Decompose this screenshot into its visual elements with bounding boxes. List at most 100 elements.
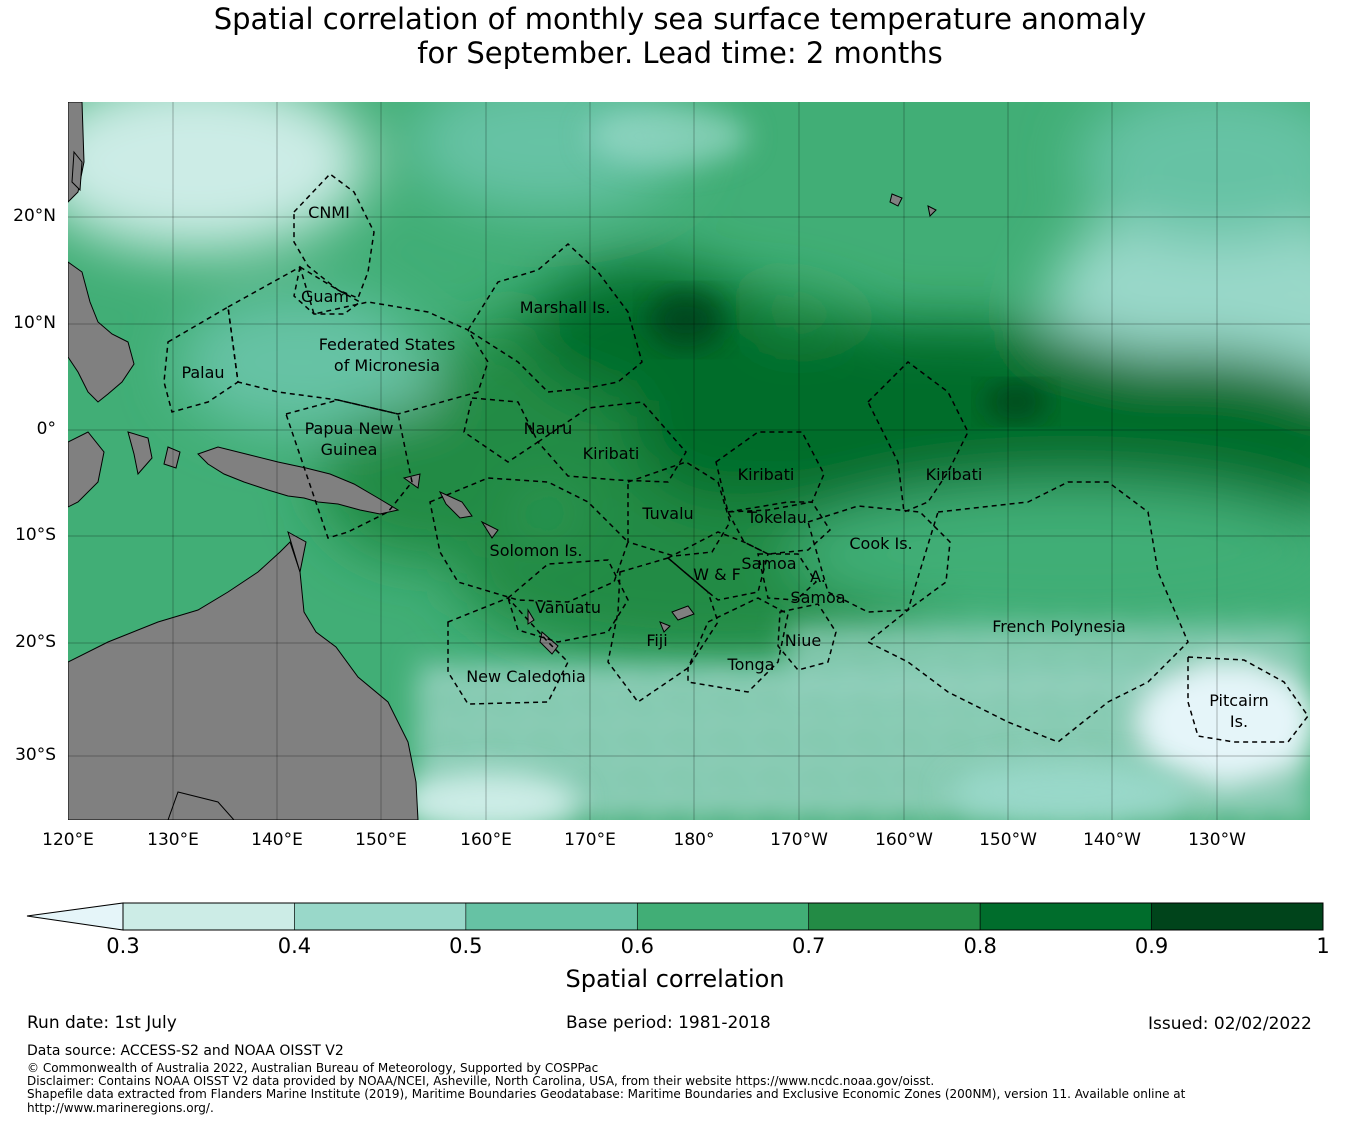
label-pitcairn-2: Is. <box>1230 712 1248 731</box>
label-american-samoa-2: Samoa <box>790 588 845 607</box>
issued-date: Issued: 02/02/2022 <box>1148 1014 1312 1034</box>
colorbar-tick-label: 0.3 <box>106 934 140 958</box>
lon-label-160e: 160°E <box>460 830 512 850</box>
eez-guam <box>293 265 362 315</box>
label-fiji: Fiji <box>646 631 667 650</box>
colorbar-segment <box>1151 902 1324 931</box>
colorbar-tick-label: 0.9 <box>1134 934 1169 958</box>
map-title: Spatial correlation of monthly sea surfa… <box>0 2 1350 70</box>
label-fsm-2: of Micronesia <box>334 356 440 375</box>
eez-solomon <box>429 477 629 603</box>
eez-kiribati-phoenix <box>715 431 825 513</box>
eez-nauru <box>463 397 539 463</box>
colorbar-tick-label: 0.4 <box>277 934 312 958</box>
title-line-2: for September. Lead time: 2 months <box>417 36 943 70</box>
australia-land <box>68 541 419 820</box>
lon-label-120e: 120°E <box>42 830 94 850</box>
lat-label-20n: 20°N <box>13 206 56 226</box>
colorbar-tick-label: 1 <box>1316 934 1330 958</box>
colorbar-label: Spatial correlation <box>565 965 785 993</box>
label-samoa: Samoa <box>741 554 796 573</box>
label-palau: Palau <box>181 363 224 382</box>
eez-samoa <box>757 553 817 601</box>
label-solomon: Solomon Is. <box>490 541 583 560</box>
colorbar-segment <box>636 902 810 931</box>
eez-pitcairn <box>1187 656 1309 743</box>
label-png-2: Guinea <box>321 440 378 459</box>
label-new-caledonia: New Caledonia <box>466 667 586 686</box>
lon-label-140w: 140°W <box>1083 830 1141 850</box>
lon-label-160w: 160°W <box>875 830 933 850</box>
eez-niue <box>777 603 837 671</box>
label-niue: Niue <box>785 631 821 650</box>
label-wallis-futuna: W & F <box>693 565 741 584</box>
label-french-polynesia: French Polynesia <box>992 617 1126 636</box>
label-guam: Guam <box>301 287 349 306</box>
colorbar-segment <box>465 902 638 931</box>
region-labels: CNMI Guam Marshall Is. Federated States … <box>181 203 1268 731</box>
label-png-1: Papua New <box>305 419 394 438</box>
data-source: Data source: ACCESS-S2 and NOAA OISST V2 <box>27 1043 344 1059</box>
eez-tonga <box>687 597 789 693</box>
label-marshall: Marshall Is. <box>520 298 611 317</box>
eez-png <box>285 399 413 539</box>
label-fsm-1: Federated States <box>319 335 456 354</box>
colorbar-tick-label: 0.5 <box>449 934 483 958</box>
eez-tokelau <box>726 501 831 555</box>
lon-label-170e: 170°E <box>564 830 616 850</box>
eez-kiribati-west <box>536 401 687 483</box>
eez-vanuatu <box>507 559 629 643</box>
label-tuvalu: Tuvalu <box>641 504 693 523</box>
label-tonga: Tonga <box>727 655 775 674</box>
label-kiribati-3: Kiribati <box>926 465 983 484</box>
correlation-map: CNMI Guam Marshall Is. Federated States … <box>68 102 1310 820</box>
run-date: Run date: 1st July <box>27 1013 177 1033</box>
colorbar-frame <box>122 902 1324 931</box>
lon-label-150w: 150°W <box>979 830 1037 850</box>
eez-palau <box>163 305 239 413</box>
shapefile-url: http://www.marineregions.org/. <box>27 1101 214 1115</box>
label-nauru: Nauru <box>524 419 573 438</box>
colorbar-tick-label: 0.6 <box>620 934 654 958</box>
eez-boundaries <box>163 172 1309 743</box>
philippines-land <box>68 261 135 403</box>
label-tokelau: Tokelau <box>746 508 807 527</box>
eez-cook <box>807 505 951 613</box>
disclaimer: Disclaimer: Contains NOAA OISST V2 data … <box>27 1074 935 1088</box>
title-line-1: Spatial correlation of monthly sea surfa… <box>213 2 1147 36</box>
colorbar-tick-label: 0.7 <box>792 934 826 958</box>
lon-label-140e: 140°E <box>251 830 303 850</box>
colorbar-tick-label: 0.8 <box>963 934 997 958</box>
lat-label-10s: 10°S <box>15 525 56 545</box>
label-pitcairn-1: Pitcairn <box>1209 691 1269 710</box>
colorbar-segment <box>122 902 295 931</box>
eez-new-caledonia <box>447 597 569 705</box>
lon-label-150e: 150°E <box>355 830 407 850</box>
lat-label-20s: 20°S <box>15 632 56 652</box>
label-kiribati-1: Kiribati <box>583 444 640 463</box>
graticule <box>68 102 1310 820</box>
eez-marshall <box>466 242 643 393</box>
shapefile-credit: Shapefile data extracted from Flanders M… <box>27 1087 1186 1101</box>
eez-cnmi <box>293 172 375 299</box>
colorbar <box>26 902 1324 931</box>
lon-label-180: 180° <box>673 830 715 850</box>
eez-kiribati-line <box>867 361 969 514</box>
new-guinea-land <box>197 446 400 515</box>
label-kiribati-2: Kiribati <box>738 465 795 484</box>
lon-label-130w: 130°W <box>1188 830 1246 850</box>
label-vanuatu: Vanuatu <box>535 598 601 617</box>
label-cnmi: CNMI <box>308 203 350 222</box>
landmasses <box>68 102 937 820</box>
eez-french-polynesia <box>866 481 1189 743</box>
colorbar-segments <box>122 902 1324 931</box>
eez-tuvalu <box>627 461 731 557</box>
colorbar-segment <box>979 902 1152 931</box>
lon-label-130e: 130°E <box>147 830 199 850</box>
lat-label-0: 0° <box>36 419 56 439</box>
map-svg: CNMI Guam Marshall Is. Federated States … <box>68 102 1310 820</box>
base-period: Base period: 1981-2018 <box>566 1013 771 1033</box>
lon-label-170w: 170°W <box>770 830 828 850</box>
label-cook: Cook Is. <box>849 534 912 553</box>
copyright: © Commonwealth of Australia 2022, Austra… <box>27 1061 599 1075</box>
